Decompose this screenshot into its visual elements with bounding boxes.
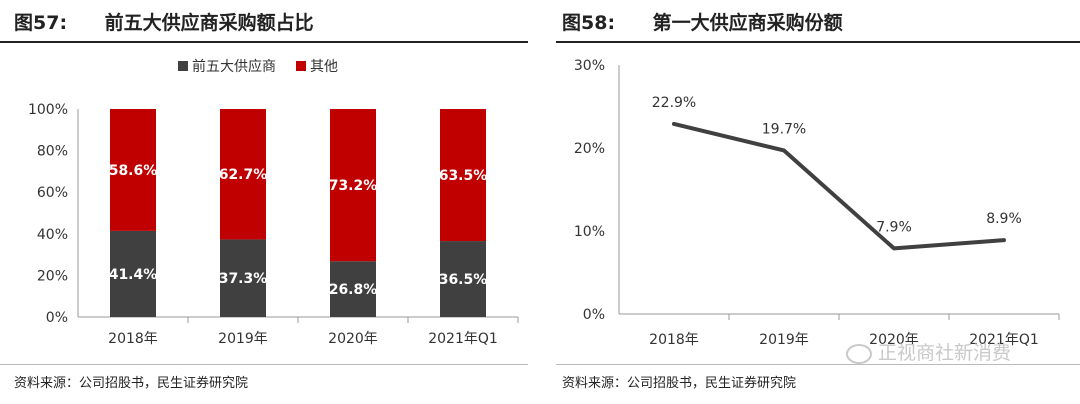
bar-data-label: 58.6% xyxy=(109,163,158,179)
bar-y-tick-label: 100% xyxy=(28,102,68,118)
line-data-label: 19.7% xyxy=(762,121,806,137)
bar-x-tick-label: 2021年Q1 xyxy=(428,331,498,347)
bar-x-tick-label: 2020年 xyxy=(328,331,378,347)
bar-segment-other xyxy=(440,109,486,242)
bar-segment-top5 xyxy=(440,241,486,317)
bar-y-tick-label: 80% xyxy=(37,144,68,160)
right-figure-title: 第一大供应商采购份额 xyxy=(652,12,843,34)
bar-data-label: 36.5% xyxy=(439,272,488,288)
legend-swatch xyxy=(178,61,188,71)
line-y-tick-label: 0% xyxy=(583,307,605,323)
line-data-label: 22.9% xyxy=(652,95,696,111)
right-source-divider xyxy=(556,364,1080,365)
line-point xyxy=(1002,238,1006,242)
left-figure-panel: 图57: 前五大供应商采购额占比 0% 20% 40% 60% 80% 100% 41.4%… xyxy=(0,0,530,404)
bar-data-label: 41.4% xyxy=(109,267,158,283)
left-figure-header: 图57: 前五大供应商采购额占比 xyxy=(14,8,314,38)
line-x-tick-label: 2021年Q1 xyxy=(969,332,1039,348)
bar-y-tick-label: 0% xyxy=(46,310,68,326)
wechat-icon xyxy=(846,343,872,364)
bar-x-tick-label: 2018年 xyxy=(108,331,158,347)
left-source-divider xyxy=(0,364,528,365)
bar-segment-other xyxy=(110,109,156,231)
bar-y-tick-label: 60% xyxy=(37,185,68,201)
left-figure-number: 图57: xyxy=(14,12,68,34)
bar-segment-other xyxy=(330,109,376,262)
bar-data-label: 26.8% xyxy=(329,282,378,298)
legend-swatch xyxy=(296,61,306,71)
bar-data-label: 62.7% xyxy=(219,167,268,183)
right-figure-number: 图58: xyxy=(562,12,616,34)
bar-x-tick-label: 2019年 xyxy=(218,331,268,347)
line-point xyxy=(892,246,896,250)
line-y-tick-label: 10% xyxy=(574,224,605,240)
bar-segment-other xyxy=(220,109,266,240)
legend-label: 其他 xyxy=(310,59,338,75)
line-x-tick-label: 2020年 xyxy=(869,332,919,348)
line-x-tick-label: 2018年 xyxy=(649,332,699,348)
line-data-label: 8.9% xyxy=(986,211,1022,227)
watermark: 正视商社新消费 xyxy=(846,338,1011,365)
line-x-tick-label: 2019年 xyxy=(759,332,809,348)
left-header-rule xyxy=(0,41,528,43)
left-figure-title: 前五大供应商采购额占比 xyxy=(104,12,314,34)
bar-segment-top5 xyxy=(110,230,156,317)
bar-segment-top5 xyxy=(220,239,266,317)
bar-y-tick-label: 20% xyxy=(37,268,68,284)
left-figure-source: 资料来源：公司招股书，民生证券研究院 xyxy=(14,376,249,391)
watermark-text: 正视商社新消费 xyxy=(878,342,1012,364)
bar-data-label: 63.5% xyxy=(439,168,488,184)
legend-label: 前五大供应商 xyxy=(192,58,276,75)
line-point xyxy=(672,122,676,126)
line-y-tick-label: 20% xyxy=(574,141,605,157)
bar-y-tick-label: 40% xyxy=(37,227,68,243)
line-series xyxy=(672,121,1006,251)
right-header-rule xyxy=(556,41,1080,43)
right-figure-panel: 图58: 第一大供应商采购份额 0% 10% 20% 30% 22.9% 2018年 19.… xyxy=(556,0,1080,404)
right-figure-header: 图58: 第一大供应商采购份额 xyxy=(562,8,843,38)
line-point xyxy=(782,148,786,152)
line-data-label: 7.9% xyxy=(876,219,912,235)
line-chart: 0% 10% 20% 30% 22.9% 2018年 19.7% 2019年 7.9% 2020年… xyxy=(574,58,1060,348)
bar-data-label: 73.2% xyxy=(329,178,378,194)
stacked-bar-chart: 0% 20% 40% 60% 80% 100% 41.4% 58.6% 2018年 37.3% 62… xyxy=(28,58,519,347)
right-figure-source: 资料来源：公司招股书，民生证券研究院 xyxy=(562,376,797,391)
bar-segment-top5 xyxy=(330,261,376,317)
bar-data-label: 37.3% xyxy=(219,271,268,287)
line-y-tick-label: 30% xyxy=(574,58,605,74)
